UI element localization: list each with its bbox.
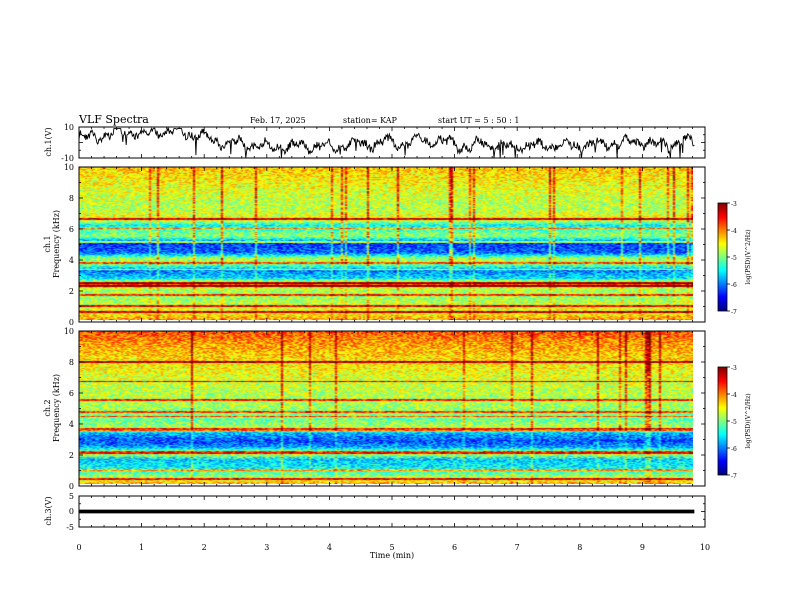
xtick-label: 6 [452,543,457,552]
xtick-label: 5 [389,543,394,552]
spec1-ytick-label: 8 [69,194,74,203]
spec2-ylabel-frequency: Frequency (kHz) [52,374,61,442]
spec1-ytick-label: 10 [64,163,74,172]
x-axis-label: Time (min) [370,551,414,560]
xtick-label: 3 [264,543,269,552]
ch3-ytick-label: -5 [66,523,74,532]
cbar2-label: log(PSD)(V^2/Hz) [745,393,752,448]
ch1-ylabel: ch.1(V) [44,127,53,156]
ch1-spectrogram-image [79,167,693,320]
xtick-label: 1 [139,543,144,552]
cbar1-tick-label: -4 [731,228,737,235]
cbar2-tick-label: -6 [731,446,737,453]
ch1-ytick-label: -10 [61,154,74,163]
xtick-label: 8 [577,543,582,552]
xtick-label: 10 [700,543,710,552]
start-time-label: start UT = 5 : 50 : 1 [438,116,519,125]
ch2-spectrogram-image [79,331,693,484]
cbar1-tick-label: -5 [731,255,737,262]
ch2-colorbar [718,367,727,475]
xtick-label: 9 [640,543,645,552]
spec2-ytick-label: 10 [64,327,74,336]
cbar1-tick-label: -7 [731,309,737,316]
spec2-ytick-label: 0 [69,482,74,491]
xtick-label: 4 [327,543,332,552]
spec1-ytick-label: 6 [69,225,74,234]
cbar1-tick-label: -6 [731,282,737,289]
ch3-waveform-band [79,509,695,514]
cbar2-tick-label: -4 [731,392,737,399]
spec2-ytick-label: 8 [69,358,74,367]
ch1-ytick-label: 10 [64,123,74,132]
ch3-ylabel: ch.3(V) [44,496,53,525]
cbar2-tick-label: -7 [731,473,737,480]
spec1-ytick-label: 2 [69,287,74,296]
spec1-ytick-label: 4 [69,256,74,265]
spec1-ytick-label: 0 [69,318,74,327]
cbar2-tick-label: -5 [731,419,737,426]
spec2-ytick-label: 2 [69,451,74,460]
figure-title: VLF Spectra [78,113,149,126]
cbar2-tick-label: -3 [731,365,737,372]
xtick-label: 7 [515,543,520,552]
spec2-ylabel-channel: ch.2 [43,399,52,416]
spec2-ytick-label: 6 [69,389,74,398]
date-label: Feb. 17, 2025 [250,116,306,125]
spec2-ytick-label: 4 [69,420,74,429]
ch3-ytick-label: 5 [69,492,74,501]
xtick-label: 0 [76,543,81,552]
cbar1-tick-label: -3 [731,201,737,208]
ch1-colorbar [718,203,727,311]
ch3-ytick-label: 0 [69,507,74,516]
ch1-waveform-line [78,126,695,159]
cbar1-label: log(PSD)(V^2/Hz) [745,229,752,284]
station-label: station= KAP [343,116,398,125]
spec1-ylabel-frequency: Frequency (kHz) [52,210,61,278]
spec1-ylabel-channel: ch.1 [43,235,52,252]
axis-ticks [78,126,730,528]
xtick-label: 2 [202,543,207,552]
